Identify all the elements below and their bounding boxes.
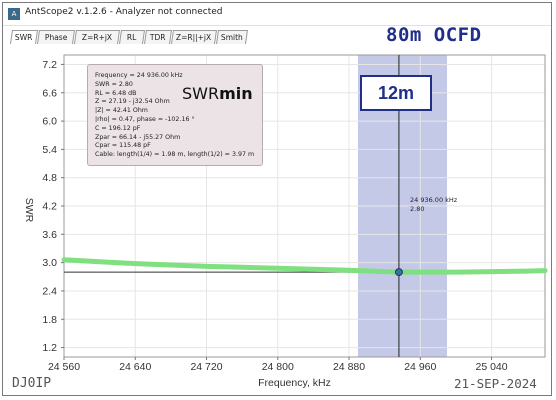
swr-min-suffix: min <box>219 84 253 103</box>
y-tick-label: 1.8 <box>42 314 57 326</box>
antenna-title: 80m OCFD <box>386 24 482 46</box>
x-tick-label: 24 560 <box>48 361 80 373</box>
swr-trace <box>61 257 548 275</box>
author-callsign: DJ0IP <box>12 376 52 391</box>
window-title: AntScope2 v.1.2.6 - Analyzer not connect… <box>25 7 223 17</box>
measurement-info-box: Frequency = 24 936.00 kHz SWR = 2.80 RL = … <box>87 64 263 166</box>
y-tick-label: 1.2 <box>42 342 57 354</box>
y-tick-label: 6.0 <box>42 116 57 128</box>
x-tick-label: 24 720 <box>190 361 222 373</box>
swr-min-prefix: SWR <box>182 84 220 103</box>
y-axis-label: SWR <box>23 198 35 223</box>
y-tick-label: 3.0 <box>42 257 57 269</box>
capture-date: 21-SEP-2024 <box>454 376 537 391</box>
x-axis-label: Frequency, kHz <box>258 377 331 389</box>
band-label: 12m <box>360 75 432 111</box>
cursor-frequency: 24 936.00 kHz <box>410 196 458 204</box>
y-tick-label: 2.4 <box>42 285 57 297</box>
info-line: C = 196.12 pF <box>95 124 141 132</box>
x-tick-label: 24 800 <box>262 361 294 373</box>
info-line: |rho| = 0.47, phase = -102.16 ° <box>95 116 195 123</box>
x-tick-label: 24 640 <box>119 361 151 373</box>
cursor-swr: 2.80 <box>410 205 425 213</box>
cursor-readout: 24 936.00 kHz 2.80 <box>410 196 457 214</box>
info-line: Cable: length(1/4) = 1.98 m, length(1/2)… <box>95 151 255 159</box>
info-line: Frequency = 24 936.00 kHz <box>95 72 183 79</box>
info-line: SWR = 2.80 <box>95 80 133 88</box>
info-line: Z = 27.19 - j32.54 Ohm <box>95 98 170 106</box>
info-line: Zpar = 66.14 - j55.27 Ohm <box>95 133 181 141</box>
info-line: |Z| = 42.41 Ohm <box>95 107 148 115</box>
y-tick-label: 7.2 <box>42 59 57 71</box>
x-tick-label: 24 880 <box>333 361 365 373</box>
x-tick-label: 24 960 <box>404 361 436 373</box>
y-tick-label: 6.6 <box>42 87 57 99</box>
y-tick-label: 5.4 <box>42 144 57 156</box>
title-bar: A AntScope2 v.1.2.6 - Analyzer not conne… <box>3 3 551 26</box>
cursor-marker <box>394 268 403 277</box>
y-tick-label: 4.2 <box>42 201 57 213</box>
app-logo-icon: A <box>8 8 20 20</box>
info-line: RL = 6.48 dB <box>95 89 137 97</box>
y-tick-label: 4.8 <box>42 172 57 184</box>
x-tick-label: 25 040 <box>475 361 507 373</box>
swr-min-annotation: SWRmin <box>182 84 253 103</box>
info-line: Cpar = 115.48 pF <box>95 142 151 150</box>
y-tick-label: 3.6 <box>42 229 57 241</box>
